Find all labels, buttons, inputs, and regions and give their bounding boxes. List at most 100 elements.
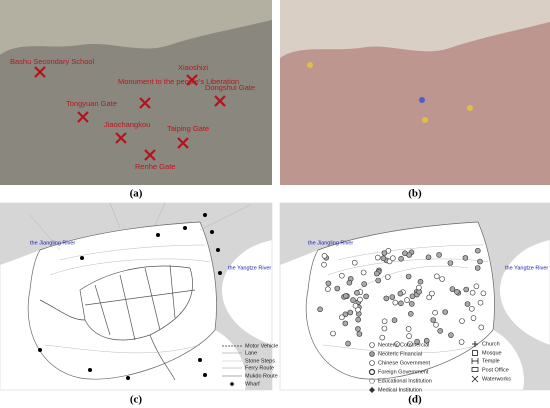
poi (345, 340, 351, 347)
wharf (183, 226, 187, 230)
poi (397, 290, 404, 297)
poi (449, 286, 456, 292)
x-marker (214, 95, 226, 107)
poi (407, 341, 413, 347)
poi (439, 276, 445, 282)
x-marker (144, 149, 156, 161)
panel-c: the Jiangling River the Yangtze River Mo… (0, 202, 293, 406)
poi (350, 297, 356, 303)
place-label: Dongshui Gate (205, 83, 255, 92)
legend-symbol (369, 351, 375, 357)
legend-label: Temple (482, 358, 500, 364)
wharfs (38, 213, 222, 380)
poi (442, 309, 449, 315)
poi (325, 286, 331, 293)
poi (429, 290, 435, 297)
poi (470, 315, 477, 321)
legend-label: Chinese Government (378, 360, 430, 366)
panel-d: the Jiangling River the Yangtze River Ne… (279, 202, 550, 406)
caption: (c) (130, 394, 143, 406)
poi (351, 259, 358, 266)
wharf (126, 376, 130, 380)
poi (477, 299, 484, 306)
poi (338, 314, 345, 321)
poi (361, 281, 368, 287)
legend-symbol (369, 387, 375, 393)
poi (462, 255, 469, 261)
poi (454, 288, 460, 295)
poi (474, 247, 481, 254)
poi (407, 310, 414, 317)
poi (321, 253, 328, 259)
legend-label: Stone Steps (245, 358, 275, 364)
poi (380, 255, 387, 262)
poi (458, 339, 465, 345)
poi (432, 309, 438, 316)
river-label: the Yangtze River (228, 265, 271, 271)
poi (330, 330, 336, 337)
poi (474, 265, 481, 271)
legend-symbol (369, 342, 375, 348)
legend: Motor Vehicle Road Lane Stone Steps Ferr… (222, 343, 293, 387)
peninsula (27, 221, 217, 380)
river (0, 0, 272, 55)
river (280, 0, 550, 58)
poi (389, 255, 396, 262)
poi (381, 250, 388, 256)
wharf (203, 213, 207, 217)
poi (464, 301, 471, 307)
poi (406, 333, 412, 339)
poi (473, 283, 480, 290)
legend-label: Neoteric Commercial (378, 342, 429, 348)
poi (373, 270, 380, 277)
poi (355, 306, 361, 313)
place-label: Xiaoshizi (178, 63, 208, 72)
poi (469, 289, 476, 296)
road (79, 265, 193, 341)
x-marker (139, 97, 151, 109)
legend: Neoteric Commercial Neoteric Financial C… (368, 341, 511, 393)
poi (478, 324, 485, 331)
place-label: Taiping Gate (167, 124, 209, 133)
place-label: Monument to the people's Liberation (118, 77, 239, 86)
poi (436, 252, 442, 258)
poi (423, 337, 430, 344)
legend-label: Post Office (482, 367, 509, 373)
wharf (198, 358, 202, 362)
poi (391, 317, 398, 324)
poi (398, 300, 404, 307)
poi (398, 255, 404, 262)
legend-symbol (471, 358, 479, 364)
legend-symbol (472, 350, 478, 356)
map-symbol (422, 117, 428, 123)
poi (356, 331, 363, 337)
poi (417, 278, 424, 285)
legend-label: Mukdo Route (245, 373, 278, 379)
wharf (210, 230, 214, 234)
poi (430, 317, 437, 323)
place-label: Renhe Gate (135, 162, 175, 171)
poi (352, 302, 359, 309)
legend-label: Church (482, 341, 500, 347)
legend-symbol (368, 368, 376, 376)
river-label: the Jiangling River (308, 240, 353, 246)
poi (477, 258, 483, 265)
poi (347, 309, 354, 316)
caption: (a) (130, 188, 143, 200)
legend-label: Motor Vehicle Road (245, 343, 293, 349)
x-marker (77, 111, 89, 123)
legend-label: Foreign Government (378, 369, 429, 375)
road (39, 299, 176, 381)
lanes (29, 202, 251, 354)
panel-a: Bashu Secondary School Monument to the p… (0, 0, 272, 200)
poi (363, 293, 369, 300)
poi (405, 326, 412, 332)
poi (463, 286, 470, 293)
river-label: the Yangtze River (505, 265, 548, 271)
poi (408, 301, 415, 307)
caption: (b) (408, 188, 422, 200)
poi (338, 272, 345, 279)
wharf (216, 248, 220, 252)
city-area (280, 22, 550, 185)
legend-label: Medical Institution (378, 387, 422, 393)
